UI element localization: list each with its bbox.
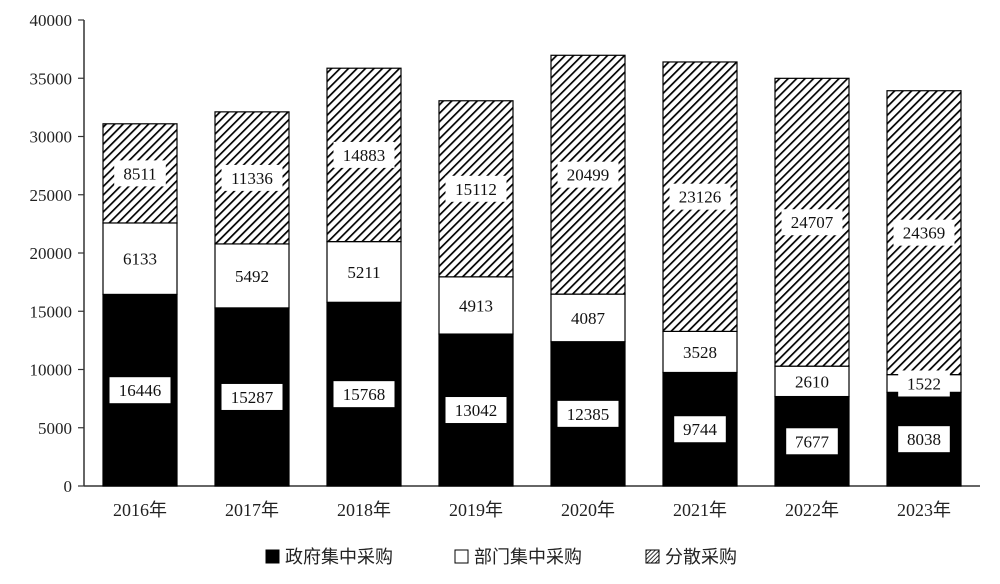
data-label-box <box>898 370 950 397</box>
data-label-box <box>333 141 395 168</box>
data-label: 1522 <box>907 374 941 393</box>
data-labels: 16446 6133 8511 15287 5492 11336 15768 5211 1488… <box>109 141 955 455</box>
data-label: 13042 <box>455 401 498 420</box>
data-label-box <box>669 183 731 210</box>
data-label: 14883 <box>343 146 386 165</box>
data-label: 20499 <box>567 166 610 185</box>
data-label: 9744 <box>683 420 718 439</box>
data-label-box <box>674 338 726 365</box>
data-label-box <box>562 304 614 331</box>
data-label-box <box>445 397 507 424</box>
x-category-label: 2018年 <box>337 500 391 520</box>
data-label: 5492 <box>235 267 269 286</box>
x-category-label: 2021年 <box>673 500 727 520</box>
legend-swatch <box>645 549 660 564</box>
data-label-box <box>898 426 950 453</box>
data-label-box <box>333 381 395 408</box>
data-label: 4087 <box>571 309 606 328</box>
legend-swatch <box>265 549 280 564</box>
axes: 0 5000 10000 15000 20000 25000 30000 35000 40000… <box>30 11 980 520</box>
data-label-box <box>109 377 171 404</box>
data-label-box <box>445 175 507 202</box>
data-label-box <box>221 383 283 410</box>
data-label-box <box>674 416 726 443</box>
data-label: 23126 <box>679 188 722 207</box>
legend-swatch <box>454 549 469 564</box>
legend: 政府集中采购 部门集中采购 分散采购 <box>265 547 737 568</box>
data-label: 15287 <box>231 388 274 407</box>
legend-label: 政府集中采购 <box>285 547 393 568</box>
data-label-box <box>114 160 166 187</box>
y-tick-label: 35000 <box>30 69 73 88</box>
y-tick-label: 15000 <box>30 302 73 321</box>
data-label: 4913 <box>459 296 493 315</box>
data-label: 15768 <box>343 385 386 404</box>
data-label: 16446 <box>119 381 162 400</box>
data-label: 15112 <box>455 180 497 199</box>
y-tick-label: 10000 <box>30 361 73 380</box>
y-tick-label: 25000 <box>30 186 73 205</box>
data-label-box <box>338 258 390 285</box>
x-category-label: 2019年 <box>449 500 503 520</box>
data-label: 2610 <box>795 372 829 391</box>
data-label-box <box>450 292 502 319</box>
data-label: 24369 <box>903 224 946 243</box>
data-label: 6133 <box>123 250 157 269</box>
data-label-box <box>221 164 283 191</box>
data-label: 8511 <box>123 164 156 183</box>
data-label-box <box>893 219 955 246</box>
y-tick-label: 40000 <box>30 11 73 30</box>
data-label-box <box>786 428 838 455</box>
data-label: 5211 <box>347 263 380 282</box>
x-category-label: 2017年 <box>225 500 279 520</box>
data-label: 11336 <box>231 169 273 188</box>
data-label-box <box>781 209 843 236</box>
y-tick-label: 5000 <box>38 419 72 438</box>
y-tick-label: 30000 <box>30 128 73 147</box>
data-label-box <box>786 368 838 395</box>
legend-label: 部门集中采购 <box>474 547 582 568</box>
x-category-label: 2016年 <box>113 500 167 520</box>
x-category-label: 2020年 <box>561 500 615 520</box>
data-label: 24707 <box>791 213 834 232</box>
data-label: 12385 <box>567 405 610 424</box>
data-label-box <box>557 161 619 188</box>
data-label: 7677 <box>795 432 830 451</box>
data-label: 3528 <box>683 343 717 362</box>
data-label: 8038 <box>907 430 941 449</box>
x-category-label: 2022年 <box>785 500 839 520</box>
legend-label: 分散采购 <box>665 547 737 568</box>
y-tick-label: 20000 <box>30 244 73 263</box>
y-tick-label: 0 <box>64 477 73 496</box>
data-label-box <box>114 245 166 272</box>
data-label-box <box>226 262 278 289</box>
x-category-label: 2023年 <box>897 500 951 520</box>
data-label-box <box>557 400 619 427</box>
